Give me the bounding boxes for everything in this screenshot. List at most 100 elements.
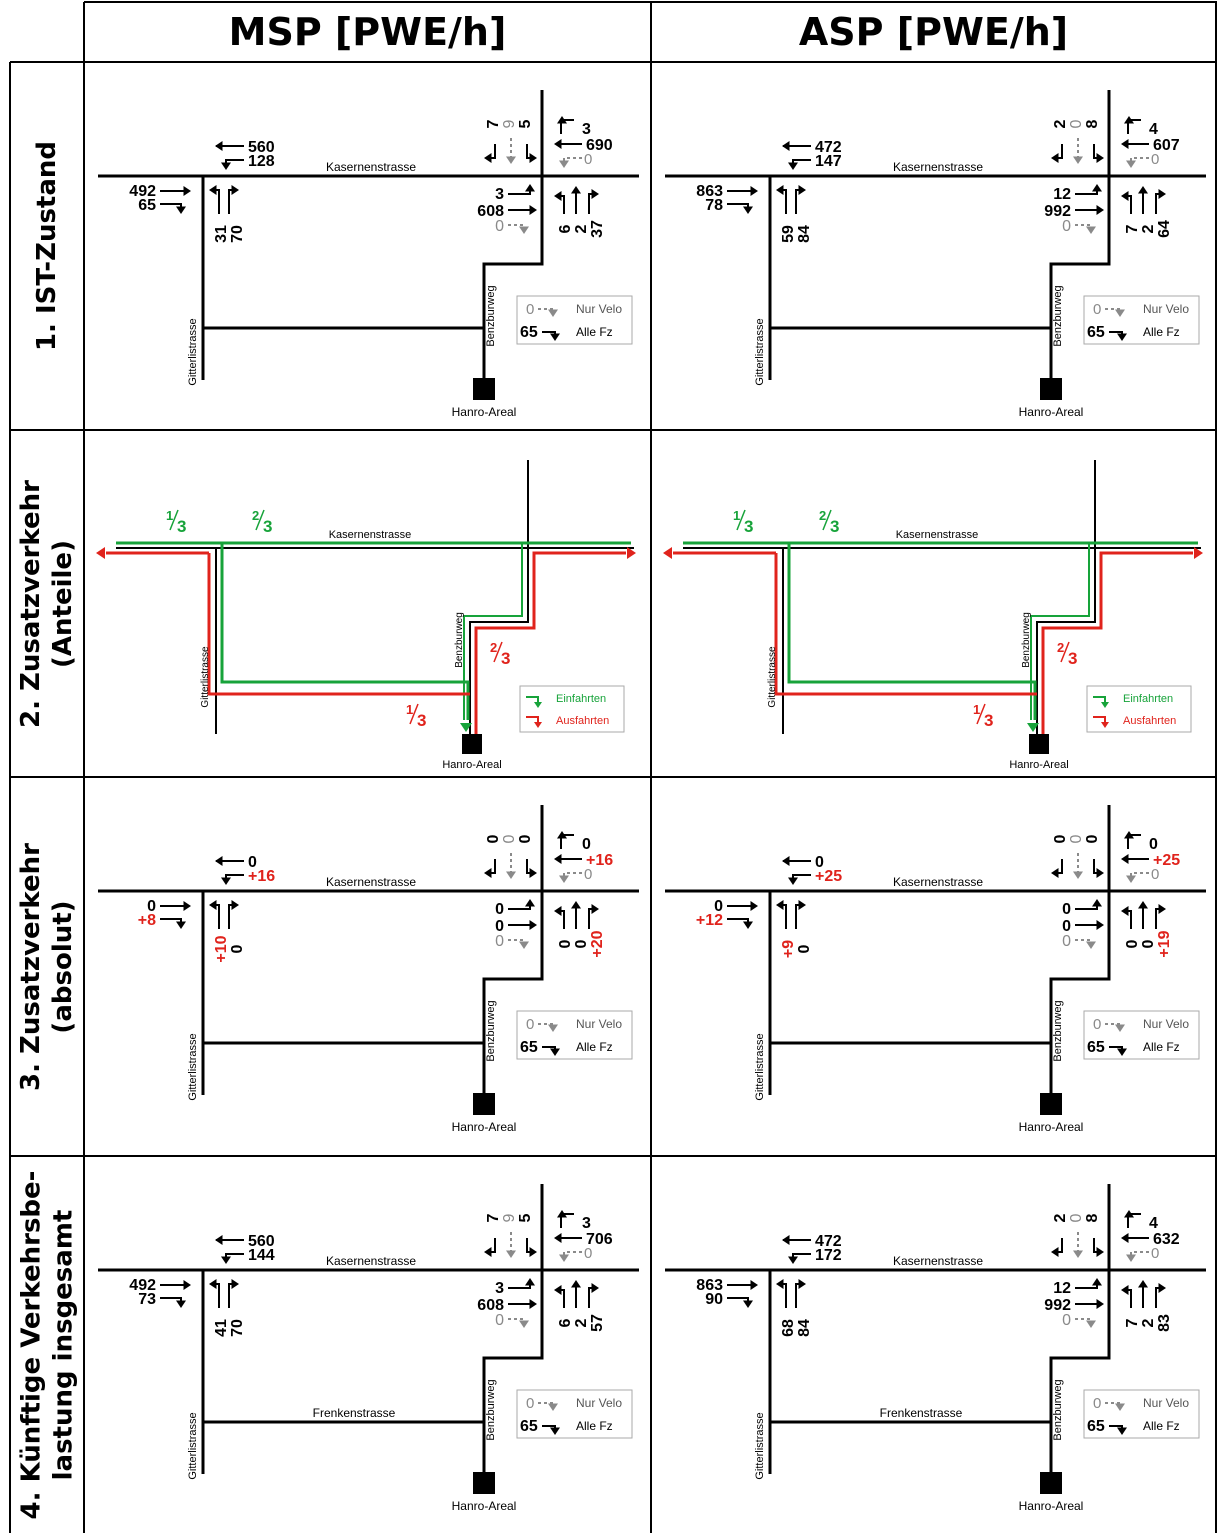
legend-out-arrow: [1093, 716, 1106, 724]
volume-label: 144: [248, 1247, 275, 1264]
volume-label: 7: [485, 119, 502, 128]
legend-all-value: 65: [1087, 1418, 1105, 1435]
ne-through-arrow-head: [554, 854, 562, 864]
legend-box: [1083, 1389, 1200, 1439]
benzburweg-road: [1049, 1270, 1111, 1474]
volume-label: 863: [696, 1277, 723, 1294]
ne-velo-arrow-head: [1126, 1254, 1136, 1262]
volume-label: 706: [586, 1231, 613, 1248]
street-label-hanro: Hanro-Areal: [452, 405, 517, 419]
center-left-arrow-head: [525, 1278, 535, 1286]
street-label-hanro: Hanro-Areal: [1019, 405, 1084, 419]
south-right-arrow-head: [484, 868, 492, 878]
benz-left-arrow-head: [554, 191, 562, 201]
volume-label: 41: [213, 1319, 230, 1337]
volume-label: 0: [147, 898, 156, 915]
volume-label: 0: [815, 854, 824, 871]
row-label-4: 4. Künftige Verkehrsbe- lastung insgesam…: [10, 1156, 84, 1533]
legend-all-value: 65: [1087, 1039, 1105, 1056]
volume-label-velo: 0: [1151, 151, 1159, 168]
volume-label: 0: [1149, 836, 1158, 853]
green-arrow-head: [1027, 723, 1039, 732]
green-arrow-head: [460, 723, 472, 732]
hanro-areal-block: [1040, 1093, 1062, 1115]
south-right-arrow-head: [1051, 153, 1059, 163]
volume-label-velo: 0: [495, 218, 504, 235]
benzburweg-road: [1049, 176, 1111, 380]
street-label-benzbur: Benzburweg: [1052, 285, 1064, 346]
legend-in-head: [1101, 702, 1109, 708]
south-through-arrow-head: [1073, 1250, 1083, 1258]
west-turn-arrow-head: [788, 877, 798, 885]
volume-label: 73: [138, 1291, 156, 1308]
benzburweg-road: [469, 548, 529, 734]
legend-in-head: [534, 702, 542, 708]
street-label-benzbur: Benzburweg: [1052, 1000, 1064, 1061]
volume-label: 560: [248, 139, 275, 156]
street-label-frenken: Frenkenstrasse: [880, 1406, 963, 1420]
diagram-anteile-msp: Kasernenstrasse Gitterlistrasse Benzburweg…: [96, 460, 636, 771]
red-east-head: [627, 547, 636, 559]
volume-label-velo: 0: [501, 834, 518, 843]
volume-label: 2: [1140, 224, 1157, 233]
gitterli-right-arrow-head: [231, 900, 239, 910]
street-label-gitterli: Gitterlistrasse: [754, 1033, 766, 1100]
share-gitterli-red: 13: [406, 702, 426, 730]
volume-label: 472: [815, 1233, 842, 1250]
volume-label-velo: 0: [1151, 866, 1159, 883]
south-left-arrow-head: [529, 153, 537, 163]
west-through-arrow-head: [215, 141, 223, 151]
legend-all-value: 65: [1087, 324, 1105, 341]
share-kasernen-green: 23: [819, 508, 839, 536]
street-label-hanro: Hanro-Areal: [452, 1499, 517, 1513]
east-turn-arrow-head: [743, 921, 753, 929]
row-label-3-line-2: (absolut): [48, 899, 78, 1034]
south-right-arrow-head: [484, 153, 492, 163]
ne-velo-arrow-head: [559, 160, 569, 168]
share-benz-red-slash: [493, 641, 503, 663]
volume-label: 6: [557, 224, 574, 233]
diagram-absolut-asp: Kasernenstrasse Gitterlistrasse Benzburweg…: [665, 805, 1206, 1134]
volume-label: 7: [485, 1213, 502, 1222]
legend-all-value: 65: [520, 324, 538, 341]
legend-velo-value: 0: [1093, 301, 1101, 318]
legend-out-label: Ausfahrten: [556, 715, 609, 727]
street-label-benzbur: Benzburweg: [485, 1000, 497, 1061]
volume-label: 2: [573, 1318, 590, 1327]
volume-label: 560: [248, 1233, 275, 1250]
volume-label: 0: [1084, 834, 1101, 843]
volume-label: +10: [213, 935, 230, 962]
legend-velo-arrow-head: [548, 1403, 558, 1411]
volume-label-velo: 0: [1068, 1213, 1085, 1222]
south-left-arrow-head: [1096, 1247, 1104, 1257]
red-flow-gitterli: [207, 553, 470, 696]
header-asp: ASP [PWE/h]: [798, 10, 1069, 54]
volume-label-velo: 9: [501, 119, 518, 128]
volume-label: 690: [586, 137, 613, 154]
share-west-green-numerator: 1: [733, 508, 740, 523]
center-through-arrow-head: [529, 205, 537, 215]
legend-velo-arrow-head: [1115, 1024, 1125, 1032]
ne-uturn-arrow-head: [557, 1210, 567, 1218]
gitterli-right-arrow-head: [798, 185, 806, 195]
volume-label: 84: [796, 225, 813, 243]
benz-left-arrow-head: [1121, 191, 1129, 201]
ne-through-arrow-head: [1121, 1233, 1129, 1243]
benz-left-arrow-head: [1121, 1285, 1129, 1295]
benz-right-arrow-head: [1158, 904, 1166, 914]
legend-velo-label: Nur Velo: [576, 1017, 622, 1031]
benzburweg-road: [482, 1270, 544, 1474]
ne-velo-arrow: [563, 872, 582, 881]
volume-label: +16: [586, 852, 613, 869]
south-left-arrow-head: [529, 868, 537, 878]
volume-label: 3: [582, 121, 591, 138]
volume-label: 57: [589, 1314, 606, 1332]
volume-label: 2: [573, 224, 590, 233]
ne-uturn-arrow-head: [557, 116, 567, 124]
gitterli-right-arrow-head: [231, 1279, 239, 1289]
center-left-arrow-head: [1092, 899, 1102, 907]
legend-all-arrow-head: [1117, 1048, 1127, 1056]
volume-label: +20: [589, 930, 606, 957]
red-west-head: [663, 547, 672, 559]
benz-right-arrow-head: [1158, 189, 1166, 199]
